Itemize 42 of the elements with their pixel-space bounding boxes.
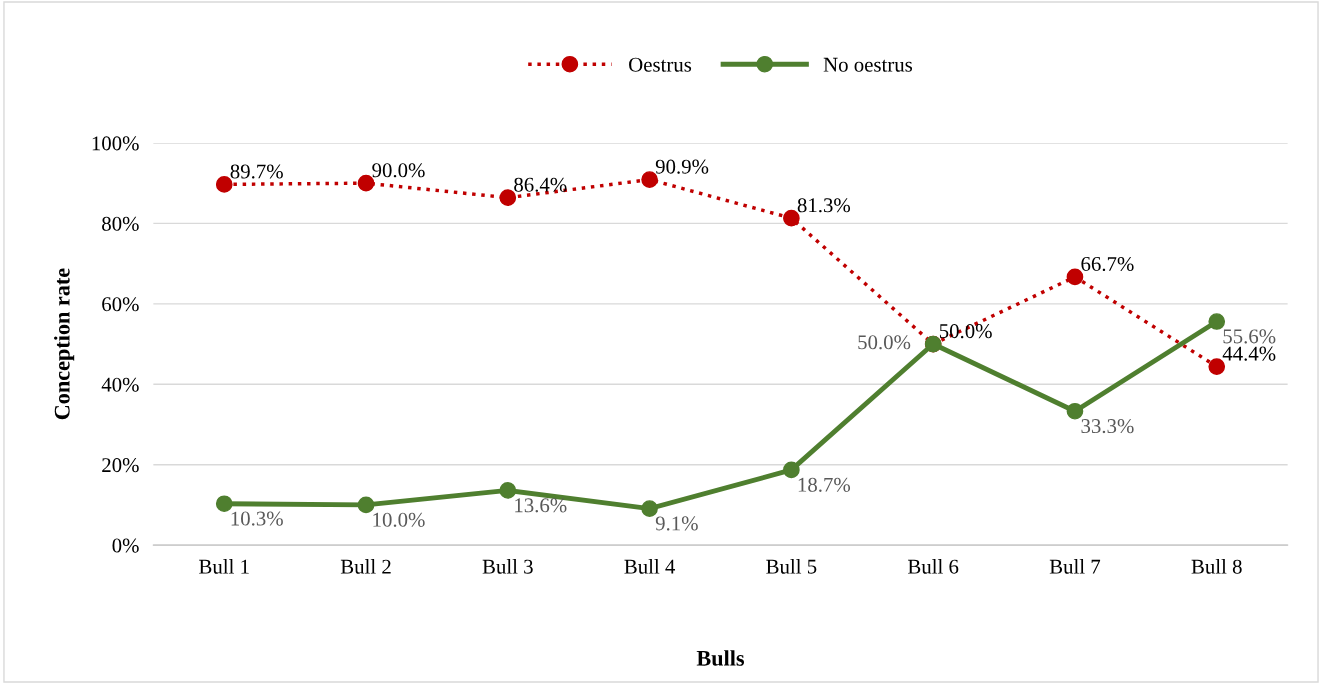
y-axis-title: Conception rate [54, 268, 75, 420]
point [783, 461, 800, 479]
x-tick-label: Bull 6 [908, 559, 959, 574]
x-tick-label: Bull 2 [340, 559, 391, 574]
data-label: 9.1% [655, 516, 698, 531]
data-label: 44.4% [1222, 346, 1276, 361]
data-label: 50.0% [858, 335, 911, 350]
point [1066, 402, 1084, 420]
x-tick-label: Bull 1 [199, 559, 249, 574]
legend-label: No oestrus [823, 57, 913, 72]
y-tick-label: 40% [101, 377, 139, 392]
x-tick-label: Bull 4 [624, 559, 676, 574]
data-label: 86.4% [514, 177, 567, 192]
data-label: 89.7% [230, 164, 283, 179]
data-label: 10.0% [373, 512, 425, 527]
data-label: 18.7% [798, 477, 851, 492]
data-label: 10.3% [231, 511, 283, 526]
x-tick-label: Bull 5 [766, 559, 817, 574]
point [641, 171, 658, 188]
y-tick-label: 0% [112, 538, 139, 553]
point [1208, 313, 1226, 330]
x-tick-label: Bull 3 [482, 559, 533, 574]
point [641, 500, 658, 517]
y-tick-label: 60% [102, 297, 139, 312]
data-label: 50.0% [939, 324, 992, 339]
data-label: 55.6% [1223, 329, 1276, 344]
point [499, 482, 517, 499]
data-label: 90.0% [372, 163, 425, 178]
y-tick-label: 100% [92, 136, 139, 151]
x-tick-label: Bull 8 [1191, 559, 1242, 574]
y-tick-label: 20% [102, 458, 139, 473]
data-label: 81.3% [797, 198, 851, 213]
data-label: 13.6% [515, 498, 567, 513]
legend-label: Oestrus [629, 57, 692, 72]
data-label: 66.7% [1081, 256, 1134, 272]
y-tick-label: 80% [102, 216, 139, 231]
point [215, 495, 233, 513]
x-axis-title: Bulls [696, 650, 745, 666]
point [357, 496, 375, 514]
x-tick-label: Bull 7 [1049, 559, 1101, 574]
data-label: 90.9% [655, 159, 709, 174]
data-label: 33.3% [1081, 419, 1134, 434]
